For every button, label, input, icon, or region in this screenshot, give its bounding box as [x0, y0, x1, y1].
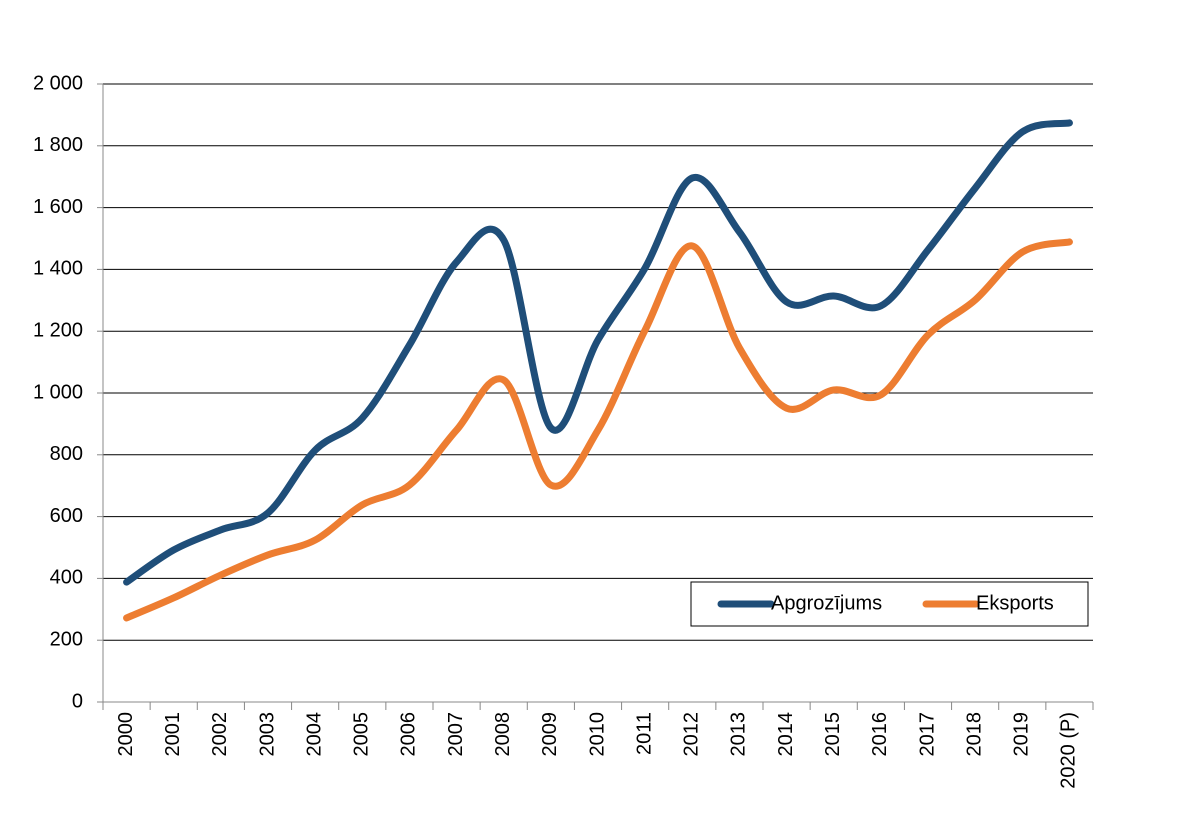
x-tick-label: 2011: [633, 712, 655, 755]
data-line: [123, 119, 1073, 586]
x-tick-label: 2007: [445, 712, 467, 757]
x-tick-label: 2016: [869, 712, 891, 757]
x-tick-label: 2015: [822, 712, 844, 757]
x-tick-label: 2008: [492, 712, 514, 757]
legend-label: Eksports: [976, 592, 1054, 614]
x-tick-label: 2017: [916, 712, 938, 757]
y-tick-label: 200: [50, 628, 83, 650]
y-tick-label: 600: [50, 505, 83, 527]
x-tick-label: 2019: [1011, 712, 1033, 757]
legend-label: Apgrozījums: [771, 592, 882, 614]
x-tick-label: 2003: [256, 712, 278, 757]
y-tick-label: 800: [50, 443, 83, 465]
x-tick-label: 2010: [586, 712, 608, 757]
x-tick-label: 2004: [303, 712, 325, 757]
legend: Apgrozījums Eksports: [690, 581, 1089, 627]
x-tick-label: 2009: [539, 712, 561, 757]
y-tick-label: 1 600: [33, 196, 83, 218]
x-tick-label: 2005: [351, 712, 373, 757]
y-tick-label: 0: [72, 690, 83, 712]
y-tick-label: 1 400: [33, 258, 83, 280]
x-tick-label: 2014: [775, 712, 797, 757]
x-tick-label: 2018: [963, 712, 985, 757]
x-tick-label: 2002: [209, 712, 231, 757]
y-tick-label: 1 000: [33, 381, 83, 403]
x-tick-label: 2001: [162, 712, 184, 757]
x-tick-label: 2013: [728, 712, 750, 757]
y-tick-label: 400: [50, 567, 83, 589]
data-line: [123, 238, 1073, 622]
x-tick-label: 2006: [398, 712, 420, 757]
y-tick-label: 1 800: [33, 134, 83, 156]
y-tick-label: 2 000: [33, 72, 83, 94]
x-tick-label: 2020 (P): [1058, 712, 1080, 789]
y-tick-label: 1 200: [33, 319, 83, 341]
x-tick-label: 2012: [681, 712, 703, 757]
x-tick-label: 2000: [115, 712, 137, 757]
